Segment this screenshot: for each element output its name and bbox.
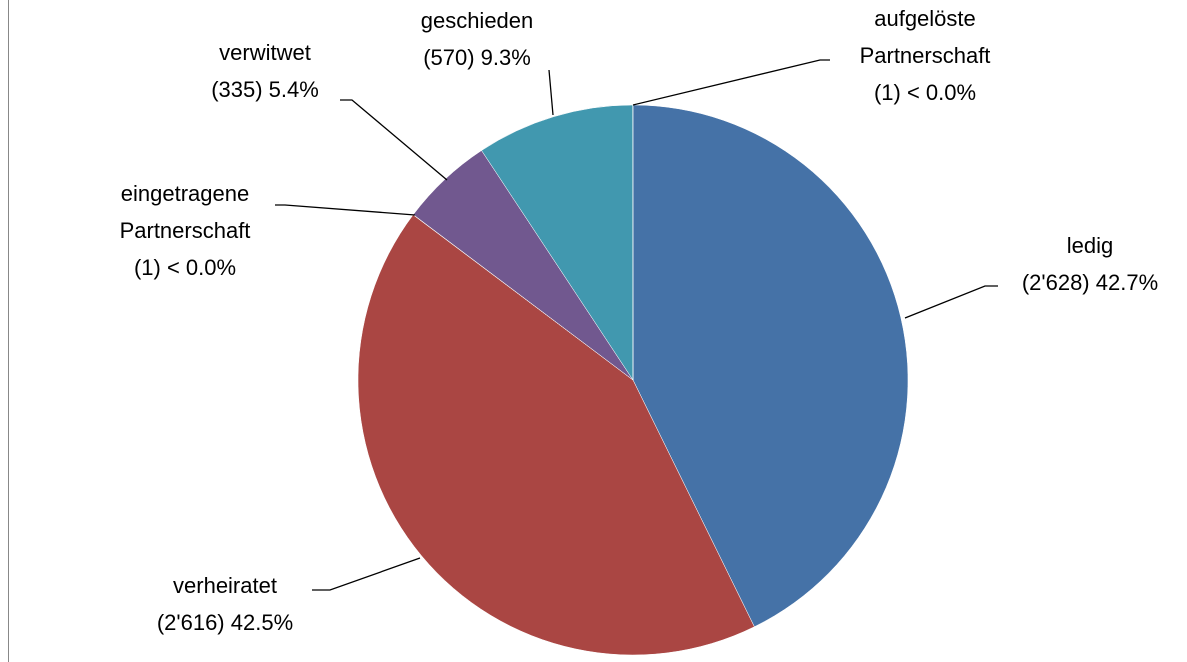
category-label: geschieden bbox=[420, 8, 534, 33]
value-label: (1) < 0.0% bbox=[873, 80, 977, 105]
slice-label: verheiratet (2'616) 42.5% bbox=[125, 567, 325, 641]
pie-slice bbox=[357, 214, 755, 656]
slice-label: geschieden (570) 9.3% bbox=[377, 2, 577, 76]
value-label: (2'628) 42.7% bbox=[1021, 270, 1159, 295]
category-label: aufgelöste Partnerschaft bbox=[859, 6, 991, 68]
leader-line bbox=[632, 59, 830, 106]
slice-label: aufgelöste Partnerschaft (1) < 0.0% bbox=[825, 0, 1025, 111]
category-label: verwitwet bbox=[219, 40, 311, 65]
value-label: (1) < 0.0% bbox=[133, 255, 237, 280]
slice-label: eingetragene Partnerschaft (1) < 0.0% bbox=[85, 175, 285, 286]
leader-line bbox=[340, 99, 448, 181]
category-label: verheiratet bbox=[173, 573, 277, 598]
leader-line bbox=[904, 285, 998, 319]
leader-line bbox=[548, 69, 554, 116]
slice-label: verwitwet (335) 5.4% bbox=[165, 34, 365, 108]
leader-line bbox=[275, 204, 416, 216]
category-label: eingetragene Partnerschaft bbox=[119, 181, 251, 243]
value-label: (335) 5.4% bbox=[211, 77, 319, 102]
category-label: ledig bbox=[1066, 233, 1114, 258]
pie-slice bbox=[481, 104, 634, 381]
leader-line bbox=[312, 557, 421, 591]
value-label: (570) 9.3% bbox=[423, 45, 531, 70]
value-label: (2'616) 42.5% bbox=[156, 610, 294, 635]
pie-slice bbox=[632, 104, 909, 628]
slice-label: ledig (2'628) 42.7% bbox=[990, 227, 1187, 301]
